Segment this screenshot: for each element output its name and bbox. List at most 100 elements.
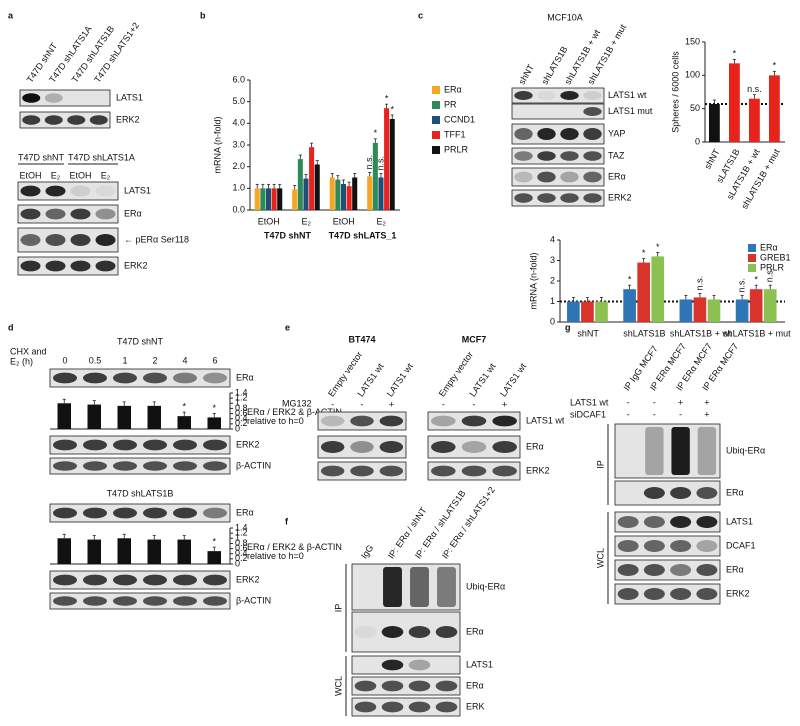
bar [147, 539, 161, 564]
band [44, 93, 63, 103]
blot [511, 103, 605, 120]
band [514, 128, 533, 140]
band [143, 574, 167, 586]
annotation: * [374, 128, 378, 138]
treatment-sign: - [627, 409, 630, 419]
bar [147, 405, 161, 429]
blot [511, 87, 605, 104]
bar [679, 299, 693, 322]
band [381, 701, 404, 713]
band [537, 128, 556, 140]
band [70, 185, 91, 197]
blot [19, 111, 111, 129]
annotation: * [628, 275, 632, 285]
y-tick-label: 5.0 [232, 96, 245, 106]
annotation: * [212, 537, 216, 547]
y-tick-label: 4.0 [232, 118, 245, 128]
band [583, 107, 602, 116]
label: E₂ [101, 170, 111, 180]
annotation: n.s. [364, 155, 374, 170]
band [671, 427, 690, 475]
group-label: T47D shNT [264, 230, 312, 240]
treatment-label: siDCAF1 [570, 409, 606, 419]
blot [317, 435, 407, 459]
bar [372, 142, 378, 210]
x-tick-label: shLATS1B + wt [670, 328, 732, 338]
band-label: ERK2 [526, 465, 550, 475]
band [354, 701, 377, 713]
blot [614, 423, 721, 479]
label: EtOH [69, 170, 91, 180]
annotation: * [656, 242, 660, 252]
blot [614, 535, 721, 557]
band [173, 461, 197, 471]
band [53, 372, 77, 384]
x-tick-label: 4 [182, 355, 187, 365]
band [381, 659, 404, 671]
band-label: ERα [608, 171, 626, 181]
band [431, 415, 456, 427]
band-label: ERK2 [608, 192, 632, 202]
bar [177, 539, 191, 564]
bar [567, 301, 580, 322]
bar [763, 289, 777, 322]
bar [329, 177, 335, 210]
y-tick-label: 0.4 [235, 548, 248, 558]
lane-label: LATS1 wt [467, 361, 497, 399]
annotation: * [212, 403, 216, 413]
band [203, 372, 227, 384]
x-tick-label: E₂ [377, 216, 387, 226]
treatment-sign: - [331, 399, 334, 409]
y-tick-label: 6.0 [232, 74, 245, 84]
y-tick-label: 0 [550, 316, 555, 326]
band [113, 439, 137, 451]
band [583, 151, 602, 161]
annotation: * [390, 104, 394, 114]
bar [384, 108, 390, 210]
legend-label: CCND1 [444, 114, 475, 124]
label: E₂ [51, 170, 61, 180]
band [67, 115, 86, 125]
treatment-label: E₂ (h) [10, 356, 33, 366]
band [203, 439, 227, 451]
treatment-sign: + [704, 409, 709, 419]
bar [709, 104, 720, 142]
band-label: LATS1 [116, 92, 143, 102]
annotation: * [642, 248, 646, 258]
band [53, 596, 77, 606]
band [435, 626, 458, 638]
band [537, 193, 556, 203]
panel-label: a [8, 10, 14, 20]
x-tick-label: 2 [152, 355, 157, 365]
lane-label: IP: ERα / shLATS1B [413, 488, 468, 560]
blot [351, 697, 461, 717]
band [560, 193, 579, 203]
legend-label: TFF1 [444, 129, 466, 139]
band [203, 461, 227, 471]
band [670, 516, 692, 528]
treatment-label: LATS1 wt [570, 397, 609, 407]
bar [749, 98, 760, 142]
band [113, 574, 137, 586]
band-label: ERα [124, 208, 142, 218]
band [696, 564, 718, 576]
cell-line: MCF7 [462, 334, 487, 344]
band [437, 567, 456, 607]
bar [177, 416, 191, 429]
legend-swatch [748, 254, 756, 262]
bar [707, 299, 721, 322]
band [492, 441, 517, 453]
band [617, 540, 639, 552]
band [583, 91, 602, 100]
bar [117, 405, 131, 429]
band [45, 260, 66, 272]
section-label: WCL [333, 676, 343, 696]
y-tick-label: 0.6 [235, 543, 248, 553]
x-tick-label: 0.5 [89, 355, 102, 365]
band [379, 415, 404, 427]
band-label: LATS1 [124, 185, 151, 195]
band [645, 427, 664, 475]
band [514, 91, 533, 100]
bar [367, 176, 373, 210]
band-label: LATS1 [726, 516, 753, 526]
